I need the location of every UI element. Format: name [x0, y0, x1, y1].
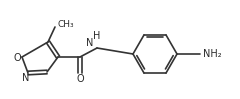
Text: O: O	[13, 53, 21, 63]
Text: H: H	[93, 31, 101, 41]
Text: CH₃: CH₃	[57, 20, 74, 29]
Text: O: O	[76, 74, 84, 84]
Text: NH₂: NH₂	[203, 49, 222, 59]
Text: N: N	[22, 73, 30, 83]
Text: N: N	[86, 38, 94, 48]
